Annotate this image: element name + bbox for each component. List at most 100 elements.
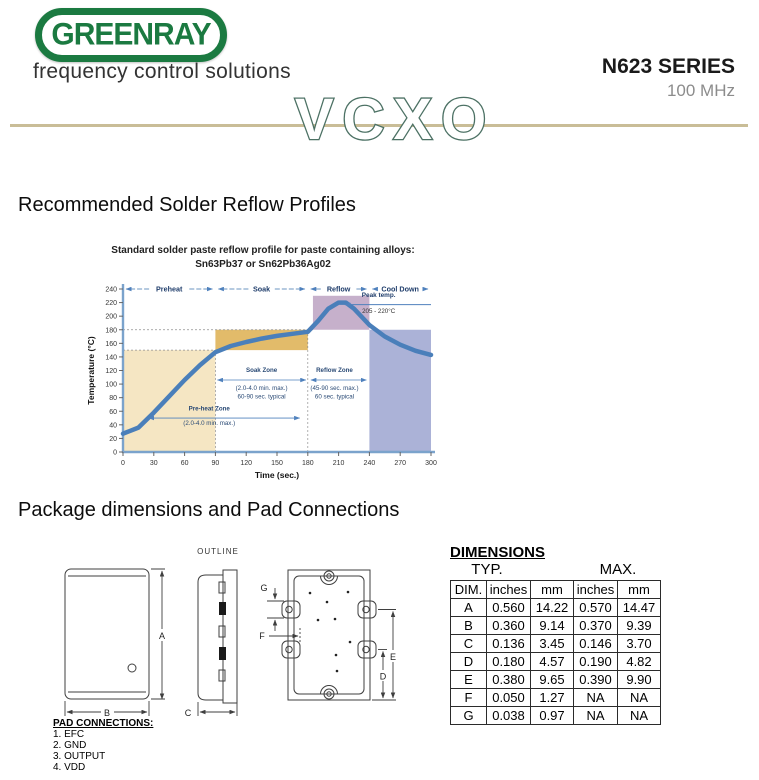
svg-text:270: 270: [394, 460, 406, 467]
peak-temp-range: 205 - 220°C: [362, 308, 396, 315]
column-header: DIM.: [450, 580, 487, 599]
table-cell: E: [450, 670, 487, 689]
chart-title-line2: Sn63Pb37 or Sn62Pb36Ag02: [195, 259, 331, 270]
table-cell: 4.82: [617, 652, 661, 671]
svg-text:180: 180: [302, 460, 314, 467]
svg-text:60: 60: [181, 460, 189, 467]
reflow-heading: Recommended Solder Reflow Profiles: [18, 194, 356, 216]
svg-text:60: 60: [109, 409, 117, 416]
annotation-preheat-zone: Pre-heat Zone: [189, 406, 231, 413]
svg-text:240: 240: [105, 287, 117, 294]
svg-text:200: 200: [105, 314, 117, 321]
table-cell: 3.45: [530, 634, 574, 653]
svg-text:140: 140: [105, 354, 117, 361]
annotation-preheat-zone: (2.0-4.0 min. max.): [183, 420, 235, 427]
table-cell: F: [450, 688, 487, 707]
dim-label-c: C: [185, 708, 192, 718]
table-row: C 0.136 3.45 0.146 3.70: [450, 634, 661, 653]
dim-label-d: D: [380, 672, 387, 682]
table-cell: 4.57: [530, 652, 574, 671]
pad-connection-item: 4. VDD: [53, 762, 86, 773]
column-header: mm: [617, 580, 661, 599]
table-cell: 9.90: [617, 670, 661, 689]
table-cell: 14.22: [530, 598, 574, 617]
table-cell: NA: [573, 688, 618, 707]
table-cell: NA: [617, 706, 661, 725]
table-cell: NA: [573, 706, 618, 725]
phase-label: Reflow: [327, 285, 351, 294]
table-cell: 0.050: [486, 688, 531, 707]
zone-cooldown: [369, 329, 431, 452]
table-row: G 0.038 0.97 NA NA: [450, 706, 661, 725]
dim-label-e: E: [390, 652, 396, 662]
table-cell: 0.136: [486, 634, 531, 653]
table-cell: C: [450, 634, 487, 653]
svg-text:240: 240: [364, 460, 376, 467]
reflow-curve: [120, 300, 434, 436]
reflow-plot: Preheat Soak Reflow Cool Down 0 20 40 60 80 100 12…: [86, 284, 437, 480]
table-cell: 1.27: [530, 688, 574, 707]
x-axis-label: Time (sec.): [255, 470, 299, 480]
table-cell: 0.360: [486, 616, 531, 635]
y-axis-label: Temperature (°C): [86, 336, 96, 405]
annotation-reflow-zone: Reflow Zone: [316, 367, 353, 374]
dim-label-f: F: [259, 631, 265, 641]
dim-label-g: G: [260, 583, 267, 593]
table-header-row: DIM. inches mm inches mm: [450, 580, 661, 599]
dimensions-table: DIM. inches mm inches mm A 0.560 14.22 0.57…: [450, 580, 661, 725]
pad-dots: [308, 590, 352, 673]
column-header: mm: [530, 580, 574, 599]
phase-label: Soak: [253, 285, 270, 294]
logo-text: GREENRAY: [51, 17, 211, 52]
reflow-chart: Standard solder paste reflow profile for…: [85, 243, 441, 485]
frequency-label: 100 MHz: [666, 81, 735, 100]
svg-text:40: 40: [109, 422, 117, 429]
package-side-view: C: [185, 569, 238, 718]
table-cell: 9.65: [530, 670, 574, 689]
pad-connection-item: 1. EFC: [53, 729, 85, 740]
table-cell: A: [450, 598, 487, 617]
logo-tagline: frequency control solutions: [33, 60, 291, 83]
package-heading: Package dimensions and Pad Connections: [18, 499, 400, 521]
table-cell: G: [450, 706, 487, 725]
dimensions-section: DIMENSIONS TYP. MAX. DIM. inches mm inch…: [450, 544, 680, 725]
table-cell: 0.97: [530, 706, 574, 725]
svg-text:100: 100: [105, 382, 117, 389]
svg-text:210: 210: [333, 460, 345, 467]
svg-text:180: 180: [105, 327, 117, 334]
table-cell: 3.70: [617, 634, 661, 653]
max-header: MAX.: [599, 561, 637, 578]
package-drawings: OUTLINE A B C: [64, 547, 399, 718]
table-cell: 0.180: [486, 652, 531, 671]
series-title: N623 SERIES: [601, 55, 735, 78]
package-top-view: A B: [64, 568, 168, 718]
table-row: F 0.050 1.27 NA NA: [450, 688, 661, 707]
greenray-logo: GREENRAY: [35, 8, 227, 62]
dimensions-group-headers: TYP. MAX.: [450, 561, 680, 579]
table-cell: D: [450, 652, 487, 671]
table-cell: 0.390: [573, 670, 618, 689]
pad-connection-item: 3. OUTPUT: [53, 751, 106, 762]
table-cell: 0.038: [486, 706, 531, 725]
header-divider: [10, 124, 748, 127]
svg-text:0: 0: [113, 450, 117, 457]
column-header: inches: [573, 580, 618, 599]
annotation-reflow-zone: (45-90 sec. max.): [310, 385, 358, 392]
table-cell: 0.560: [486, 598, 531, 617]
pad-connections-title: PAD CONNECTIONS:: [53, 718, 154, 729]
chart-title-line1: Standard solder paste reflow profile for…: [111, 245, 415, 256]
svg-text:20: 20: [109, 436, 117, 443]
table-row: B 0.360 9.14 0.370 9.39: [450, 616, 661, 635]
table-cell: 0.570: [573, 598, 618, 617]
table-cell: 0.146: [573, 634, 618, 653]
typ-header: TYP.: [471, 561, 503, 578]
table-cell: NA: [617, 688, 661, 707]
column-header: inches: [486, 580, 531, 599]
table-cell: B: [450, 616, 487, 635]
pad-connection-item: 2. GND: [53, 740, 87, 751]
annotation-soak-zone: 60-90 sec. typical: [238, 393, 286, 400]
table-cell: 0.370: [573, 616, 618, 635]
svg-text:120: 120: [105, 368, 117, 375]
table-row: A 0.560 14.22 0.570 14.47: [450, 598, 661, 617]
pad-connections: PAD CONNECTIONS: 1. EFC 2. GND 3. OUTPUT…: [53, 718, 153, 773]
